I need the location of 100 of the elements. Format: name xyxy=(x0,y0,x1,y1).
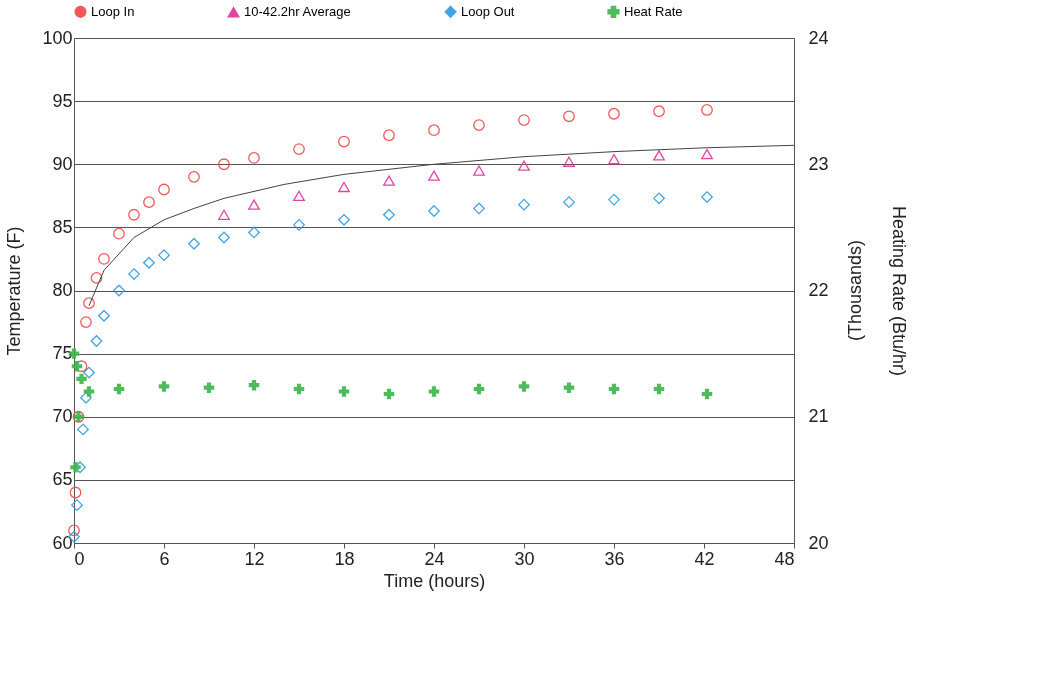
x-tick-label: 6 xyxy=(159,548,170,569)
point xyxy=(77,423,89,436)
point xyxy=(608,154,620,165)
y2-axis-title: Heating Rate (Btu/hr) xyxy=(888,205,909,377)
point xyxy=(80,391,92,404)
point xyxy=(98,253,110,265)
point xyxy=(143,196,155,209)
y-tick-label: 80 xyxy=(52,280,73,300)
point xyxy=(338,213,350,226)
x-tick-label: 0 xyxy=(74,548,85,569)
point xyxy=(68,524,80,537)
y-tick-label: 75 xyxy=(52,343,73,364)
point xyxy=(428,124,440,137)
point xyxy=(69,486,82,499)
point xyxy=(383,208,395,221)
x-tick-label: 36 xyxy=(604,548,625,569)
x-tick-label: 30 xyxy=(514,548,535,569)
point xyxy=(83,297,95,310)
point xyxy=(248,226,260,239)
point xyxy=(293,190,305,201)
point xyxy=(608,383,620,395)
point xyxy=(608,193,620,206)
point xyxy=(158,381,170,392)
x-tick-label: 48 xyxy=(774,548,795,569)
point xyxy=(518,114,530,126)
point xyxy=(383,175,395,186)
point xyxy=(293,218,305,231)
y2-tick-label: 23 xyxy=(808,153,829,174)
point xyxy=(338,386,350,397)
point xyxy=(218,231,230,244)
x-tick-label: 12 xyxy=(244,548,265,569)
point xyxy=(143,256,155,269)
point xyxy=(563,382,575,393)
point xyxy=(248,152,260,164)
point xyxy=(653,383,665,395)
point xyxy=(113,227,125,240)
point xyxy=(113,383,125,395)
point xyxy=(563,196,575,209)
point xyxy=(653,105,665,118)
y-tick-label: 70 xyxy=(52,406,73,427)
point xyxy=(608,107,620,120)
point xyxy=(563,110,575,123)
point xyxy=(90,271,103,284)
point xyxy=(653,150,665,161)
point xyxy=(248,379,260,391)
point xyxy=(158,249,170,262)
point xyxy=(383,129,395,142)
y-tick-label: 65 xyxy=(52,469,73,490)
legend-label: Heat Rate xyxy=(624,3,683,19)
point xyxy=(701,148,713,160)
x-tick-label: 24 xyxy=(424,548,445,569)
text: (Thousands) xyxy=(845,239,865,342)
x-tick-label: 42 xyxy=(694,548,715,569)
y2-tick-label: 22 xyxy=(808,280,829,300)
y2-tick-label: 21 xyxy=(808,406,829,427)
point xyxy=(338,135,350,148)
point xyxy=(71,361,83,372)
line-series xyxy=(88,144,795,307)
point xyxy=(338,181,350,193)
point xyxy=(128,268,140,280)
point xyxy=(428,205,440,217)
point xyxy=(98,309,110,322)
point xyxy=(248,199,260,210)
point xyxy=(473,383,485,395)
point xyxy=(188,170,200,183)
point xyxy=(71,499,83,512)
point xyxy=(473,165,485,176)
point xyxy=(83,386,95,397)
x-axis-title: Time (hours) xyxy=(383,570,486,591)
point xyxy=(518,198,530,211)
y-tick-label: 100 xyxy=(42,27,73,48)
y-axis-title: Temperature (F) xyxy=(4,226,25,356)
point xyxy=(293,143,305,155)
point xyxy=(293,383,305,395)
y-tick-label: 60 xyxy=(52,532,73,553)
point xyxy=(701,104,713,116)
point xyxy=(701,388,713,400)
point xyxy=(653,192,665,205)
point xyxy=(701,191,713,203)
point xyxy=(473,202,485,215)
point xyxy=(218,158,230,171)
x-tick-label: 18 xyxy=(334,548,355,569)
y2-tick-label: 24 xyxy=(808,27,829,48)
point xyxy=(383,388,395,400)
point xyxy=(80,316,92,328)
legend-label: 10-42.2hr Average xyxy=(244,4,351,20)
point xyxy=(113,284,125,297)
point xyxy=(563,156,575,167)
point xyxy=(158,183,170,196)
point xyxy=(203,382,215,393)
point xyxy=(428,386,440,397)
point xyxy=(473,119,485,131)
point xyxy=(518,160,530,171)
y2-tick-label: 20 xyxy=(808,532,829,553)
point xyxy=(70,462,81,473)
y-tick-label: 95 xyxy=(52,90,73,111)
point xyxy=(518,381,530,392)
point xyxy=(188,237,200,250)
legend-label: Loop Out xyxy=(461,3,515,19)
point xyxy=(90,335,103,347)
